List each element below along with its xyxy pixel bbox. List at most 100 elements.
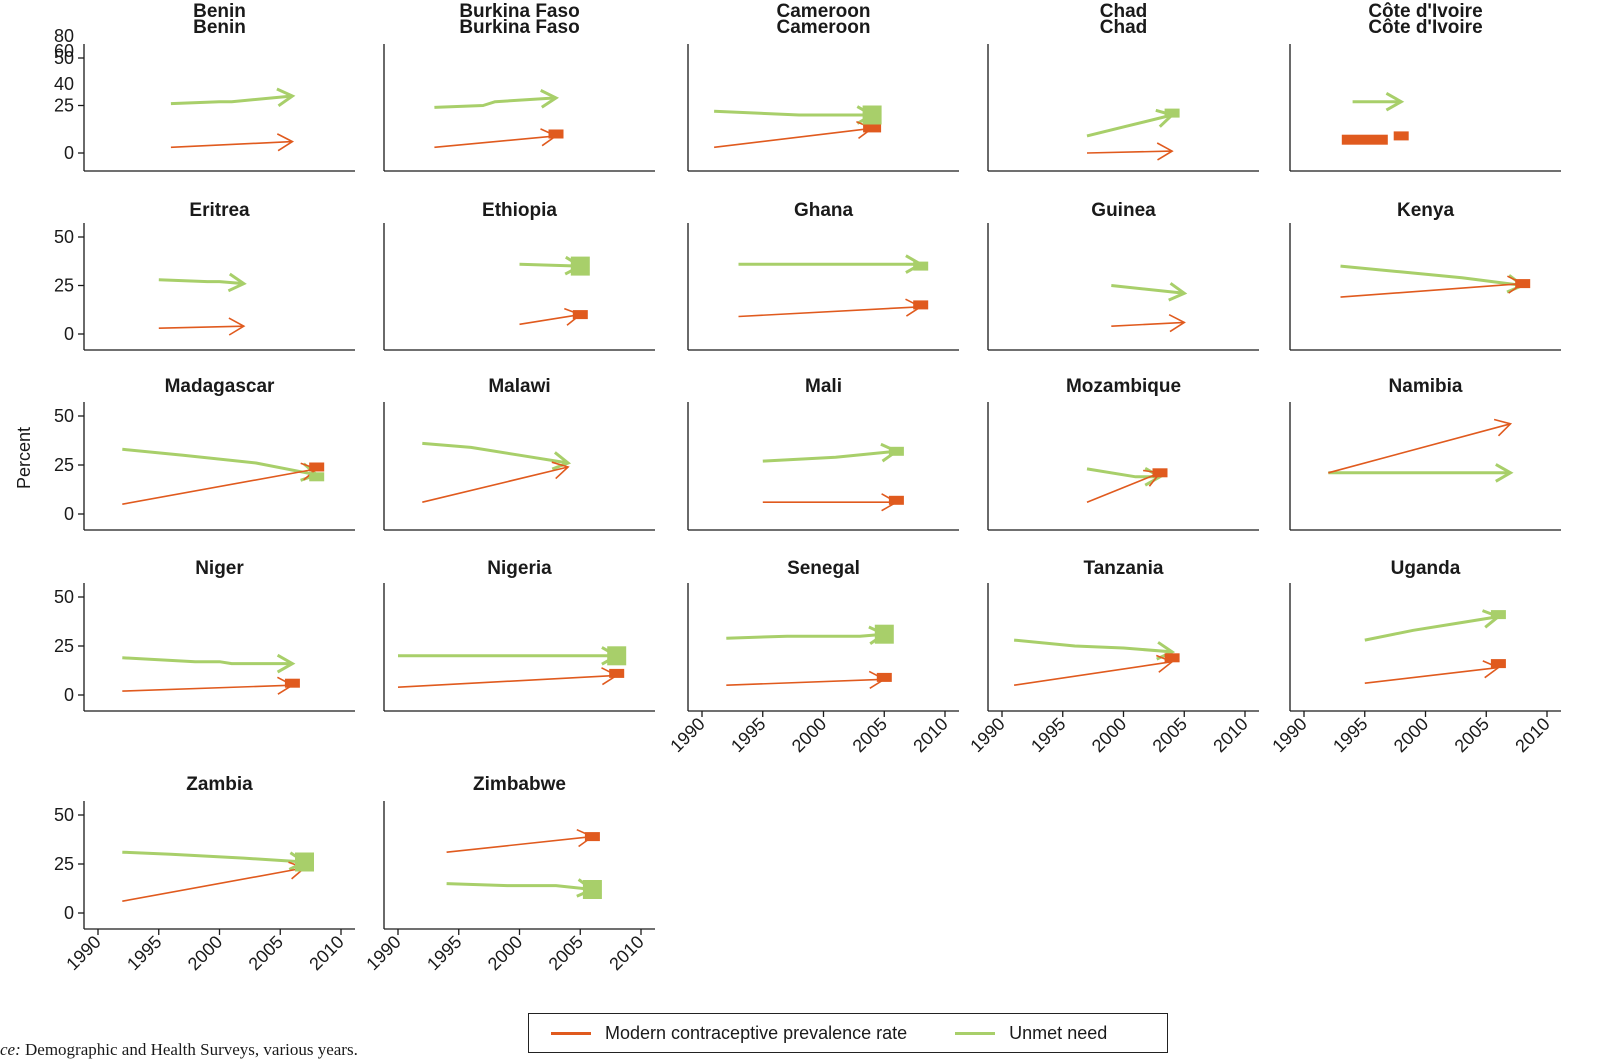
unmet-marker-nigeria-1	[607, 646, 627, 666]
unmet-marker-senegal-1	[874, 624, 894, 644]
y-tick-label-madagascar-25: 25	[54, 455, 74, 475]
mcpr-marker-madagascar-0	[309, 462, 325, 472]
x-tick-label-tanzania-2005: 2005	[1149, 714, 1191, 756]
source-note-text: Demographic and Health Surveys, various …	[20, 1040, 358, 1059]
mcpr-line-benin	[170, 140, 293, 149]
unmet-line-guinea	[1111, 284, 1185, 295]
mcpr-line-uganda	[1364, 666, 1499, 684]
mcpr-marker-mozambique-0	[1152, 468, 1168, 478]
mcpr-line-chad	[1086, 150, 1173, 154]
mcpr-line-cameroon	[714, 127, 873, 149]
y-tick-label-zambia-25: 25	[54, 854, 74, 874]
mcpr-line-ghana	[738, 306, 921, 318]
mcpr-line-niger	[122, 684, 293, 692]
x-tick-label-zimbabwe-2010: 2010	[605, 932, 647, 974]
panel-title-guinea: Guinea	[1091, 200, 1156, 221]
y-tick-label-niger-50: 50	[54, 587, 74, 607]
x-tick-label-zimbabwe-2005: 2005	[545, 932, 587, 974]
y-tick-label-niger-25: 25	[54, 636, 74, 656]
unmet-line-malawi	[422, 441, 569, 465]
panel-title-madagascar: Madagascar	[165, 376, 275, 397]
x-tick-label-zambia-1995: 1995	[123, 932, 165, 974]
unmet-arrowhead-tanzania	[1156, 641, 1176, 661]
mcpr-line-guinea	[1111, 321, 1185, 327]
mcpr-arrowhead-chad	[1156, 142, 1174, 161]
legend-label-unmet: Unmet need	[1009, 1022, 1108, 1043]
unmet-arrowhead-niger	[276, 653, 296, 674]
legend-label-mcpr: Modern contraceptive prevalence rate	[605, 1022, 908, 1043]
mcpr-marker-tanzania-0	[1164, 653, 1180, 663]
mcpr-marker-senegal-0	[876, 672, 892, 682]
mcpr-marker-ghana-0	[913, 300, 929, 310]
mcpr-arrowhead-eritrea	[228, 317, 246, 336]
panel-title-mozambique: Mozambique	[1066, 376, 1181, 397]
mcpr-marker-ethiopia-0	[572, 310, 588, 320]
x-tick-label-uganda-1995: 1995	[1329, 714, 1371, 756]
legend-swatch-unmet	[955, 1031, 996, 1035]
unmet-line-senegal	[726, 632, 885, 640]
unmet-marker-madagascar-1	[309, 472, 325, 482]
y-tick-label-zambia-50: 50	[54, 805, 74, 825]
unmet-line-eritrea	[158, 278, 244, 286]
unmet-line-zambia	[122, 850, 305, 864]
unmet-line-benin	[170, 94, 293, 106]
x-tick-label-uganda-2005: 2005	[1451, 714, 1493, 756]
legend-item-mcpr: Modern contraceptive prevalence rate	[551, 1023, 907, 1044]
panel-title-burkina-faso: Burkina Faso	[459, 1, 579, 22]
panel-title-mali: Mali	[805, 376, 842, 397]
x-tick-label-zambia-1990: 1990	[62, 932, 104, 974]
mcpr-arrowhead-benin	[276, 133, 295, 152]
x-tick-label-zambia-2005: 2005	[245, 932, 287, 974]
unmet-arrowhead-cote-d-ivoire	[1385, 91, 1405, 112]
panel-title-ethiopia: Ethiopia	[482, 200, 557, 221]
panel-title-uganda: Uganda	[1391, 558, 1461, 579]
y-tick-label-eritrea-25: 25	[54, 276, 74, 296]
y-tick-label-madagascar-0: 0	[64, 504, 74, 524]
panel-title-malawi: Malawi	[488, 376, 550, 397]
x-tick-label-uganda-2000: 2000	[1390, 714, 1432, 756]
unmet-line-zimbabwe	[446, 882, 593, 891]
x-tick-label-zambia-2000: 2000	[184, 932, 226, 974]
panel-title-zambia: Zambia	[186, 774, 253, 795]
y-tick-label-eritrea-0: 0	[64, 324, 74, 344]
unmet-marker-zimbabwe-1	[582, 880, 602, 899]
mcpr-line-tanzania	[1013, 660, 1173, 686]
unmet-marker-ethiopia-1	[570, 256, 590, 276]
mcpr-line-nigeria	[397, 674, 617, 688]
unmet-line-ethiopia	[519, 262, 581, 268]
x-tick-label-senegal-1990: 1990	[666, 714, 708, 756]
x-tick-label-tanzania-1995: 1995	[1027, 714, 1069, 756]
mcpr-line-namibia	[1328, 423, 1511, 474]
panel-title-niger: Niger	[195, 558, 244, 579]
unmet-arrowhead-guinea	[1168, 282, 1188, 302]
y-tick-label-madagascar-50: 50	[54, 406, 74, 426]
mcpr-marker-burkina-faso-0	[548, 129, 564, 139]
panel-title-senegal: Senegal	[787, 558, 860, 579]
mcpr-line-eritrea	[158, 325, 244, 329]
y-tick-label-eritrea-50: 50	[54, 227, 74, 247]
mcpr-line-mozambique	[1086, 472, 1161, 503]
x-tick-label-senegal-2000: 2000	[788, 714, 830, 756]
x-tick-label-zambia-2010: 2010	[305, 932, 347, 974]
unmet-marker-uganda-1	[1490, 610, 1506, 620]
unmet-marker-cameroon-1	[862, 105, 882, 125]
x-tick-label-tanzania-2000: 2000	[1088, 714, 1130, 756]
unmet-arrowhead-namibia	[1495, 463, 1514, 483]
y-tick-label-benin-25: 25	[54, 96, 74, 116]
legend: Modern contraceptive prevalence rate Unm…	[528, 1013, 1168, 1053]
unmet-line-madagascar	[122, 447, 317, 477]
unmet-marker-ghana-1	[913, 261, 929, 271]
y-tick-label-extra-60: 60	[54, 41, 74, 61]
mcpr-marker-kenya-0	[1515, 279, 1531, 289]
panel-title-benin: Benin	[193, 1, 246, 22]
x-tick-label-zimbabwe-1995: 1995	[423, 932, 465, 974]
mcpr-marker-mali-0	[888, 495, 904, 505]
mcpr-arrowhead-malawi	[551, 461, 570, 480]
mcpr-arrowhead-namibia	[1493, 418, 1513, 437]
legend-item-unmet: Unmet need	[955, 1023, 1107, 1044]
mcpr-line-senegal	[726, 678, 885, 686]
mcpr-line-ethiopia	[519, 313, 581, 326]
mcpr-line-zambia	[122, 867, 305, 902]
mcpr-marker-nigeria-0	[609, 668, 625, 678]
x-tick-label-senegal-1995: 1995	[727, 714, 769, 756]
